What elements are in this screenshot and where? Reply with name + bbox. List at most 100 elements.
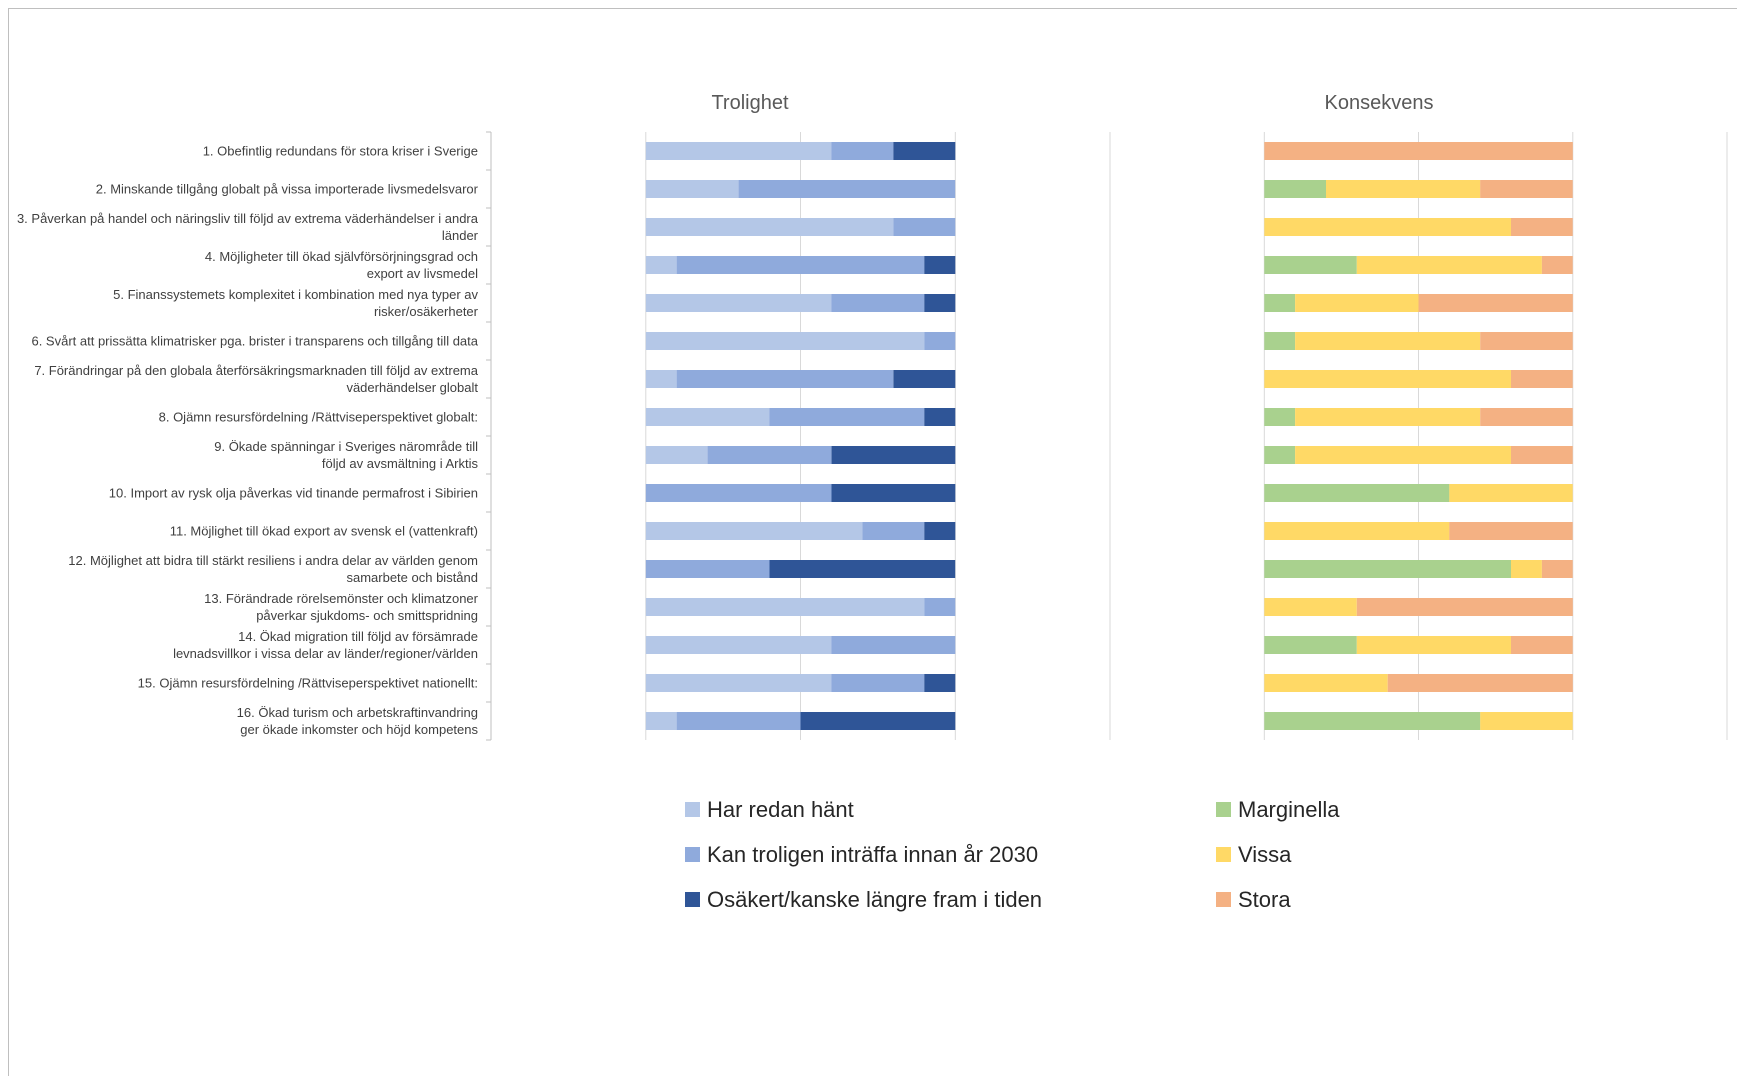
category-label: 9. Ökade spänningar i Sveriges närområde… <box>214 439 478 471</box>
category-label-line: 6. Svårt att prissätta klimatrisker pga.… <box>31 334 478 349</box>
bar-segment <box>893 370 956 388</box>
bar-segment <box>1541 256 1573 274</box>
bar-segment <box>1264 256 1357 274</box>
category-label-line: 16. Ökad turism och arbetskraftinvandrin… <box>237 705 478 720</box>
category-label-line: 8. Ojämn resursfördelning /Rättvisepersp… <box>159 410 478 425</box>
bar-segment <box>645 294 832 312</box>
bar-segment <box>924 674 956 692</box>
legend-swatch <box>685 802 700 817</box>
bar-segment <box>645 408 770 426</box>
category-label: 12. Möjlighet att bidra till stärkt resi… <box>68 553 478 585</box>
category-label-line: levnadsvillkor i vissa delar av länder/r… <box>173 646 478 661</box>
bar-segment <box>831 142 894 160</box>
legend-label: Kan troligen inträffa innan år 2030 <box>707 842 1038 867</box>
bar-segment <box>676 256 925 274</box>
category-label: 8. Ojämn resursfördelning /Rättvisepersp… <box>159 410 478 425</box>
bar-segment <box>893 218 956 236</box>
trolighet-panel: Trolighet <box>486 92 1111 741</box>
legend-label: Stora <box>1238 887 1291 912</box>
bar-segment <box>1295 446 1512 464</box>
legend: Har redan hänt Kan troligen inträffa inna… <box>685 797 1340 912</box>
bar-segment <box>1264 484 1450 502</box>
category-label: 15. Ojämn resursfördelning /Rättvisepers… <box>138 676 478 691</box>
legend-swatch <box>1216 847 1231 862</box>
category-labels: 1. Obefintlig redundans för stora kriser… <box>17 144 479 738</box>
bar-segment <box>924 332 956 350</box>
bar-segment <box>676 712 801 730</box>
bar-segment <box>645 712 677 730</box>
konsekvens-panel: Konsekvens <box>1109 92 1728 740</box>
category-label: 5. Finanssystemets komplexitet i kombina… <box>113 287 479 319</box>
bar-segment <box>1264 560 1512 578</box>
bar-segment <box>645 256 677 274</box>
konsekvens-title: Konsekvens <box>1325 92 1434 114</box>
category-label: 3. Påverkan på handel och näringsliv til… <box>17 211 479 243</box>
bar-segment <box>831 294 925 312</box>
bar-segment <box>1264 446 1296 464</box>
bar-segment <box>645 142 832 160</box>
category-label-line: risker/osäkerheter <box>374 304 479 319</box>
bar-segment <box>831 674 925 692</box>
category-label-line: 9. Ökade spänningar i Sveriges närområde… <box>214 439 478 454</box>
category-label-line: 7. Förändringar på den globala återförsä… <box>34 363 478 378</box>
bar-segment <box>1511 370 1573 388</box>
category-label-line: 10. Import av rysk olja påverkas vid tin… <box>109 486 478 501</box>
legend-label: Har redan hänt <box>707 797 854 822</box>
konsekvens-bars <box>1264 142 1573 730</box>
category-label-line: samarbete och bistånd <box>346 570 478 585</box>
bar-segment <box>924 522 956 540</box>
bar-segment <box>769 560 956 578</box>
bar-segment <box>676 370 894 388</box>
category-label-line: ger ökade inkomster och höjd kompetens <box>240 722 478 737</box>
bar-segment <box>1326 180 1481 198</box>
category-label-line: 12. Möjlighet att bidra till stärkt resi… <box>68 553 478 568</box>
category-label: 11. Möjlighet till ökad export av svensk… <box>170 524 478 539</box>
legend-label: Marginella <box>1238 797 1340 822</box>
bar-segment <box>1449 522 1573 540</box>
legend-swatch <box>685 847 700 862</box>
category-label-line: export av livsmedel <box>367 266 478 281</box>
bar-segment <box>1480 712 1573 730</box>
bar-segment <box>1356 636 1512 654</box>
bar-segment <box>769 408 925 426</box>
bar-segment <box>1387 674 1573 692</box>
bar-segment <box>645 484 832 502</box>
bar-segment <box>1541 560 1573 578</box>
bar-segment <box>645 522 863 540</box>
category-label-line: följd av avsmältning i Arktis <box>322 456 479 471</box>
legend-swatch <box>1216 892 1231 907</box>
bar-segment <box>1264 674 1388 692</box>
bar-segment <box>645 218 894 236</box>
bar-segment <box>1264 180 1326 198</box>
category-label: 7. Förändringar på den globala återförsä… <box>34 363 478 395</box>
category-label-line: 4. Möjligheter till ökad självförsörjnin… <box>205 249 478 264</box>
bar-segment <box>645 180 739 198</box>
bar-segment <box>645 674 832 692</box>
category-label: 13. Förändrade rörelsemönster och klimat… <box>204 591 479 623</box>
category-label-line: 3. Påverkan på handel och näringsliv til… <box>17 211 479 226</box>
bar-segment <box>924 294 956 312</box>
bar-segment <box>645 446 708 464</box>
bar-segment <box>1511 218 1573 236</box>
legend-label: Vissa <box>1238 842 1292 867</box>
bar-segment <box>1264 294 1296 312</box>
category-label: 1. Obefintlig redundans för stora kriser… <box>203 144 478 159</box>
bar-segment <box>924 256 956 274</box>
bar-segment <box>645 636 832 654</box>
category-label-line: 5. Finanssystemets komplexitet i kombina… <box>113 287 478 302</box>
legend-swatch <box>685 892 700 907</box>
bar-segment <box>1264 598 1357 616</box>
bar-segment <box>1264 408 1296 426</box>
bar-segment <box>738 180 956 198</box>
bar-segment <box>707 446 832 464</box>
bar-segment <box>924 408 956 426</box>
bar-segment <box>1295 408 1481 426</box>
category-label: 14. Ökad migration till följd av försämr… <box>173 629 478 661</box>
bar-segment <box>1295 332 1481 350</box>
category-label: 16. Ökad turism och arbetskraftinvandrin… <box>237 705 479 737</box>
bar-segment <box>1264 636 1357 654</box>
bar-segment <box>1264 332 1296 350</box>
legend-swatch <box>1216 802 1231 817</box>
bar-segment <box>645 370 677 388</box>
